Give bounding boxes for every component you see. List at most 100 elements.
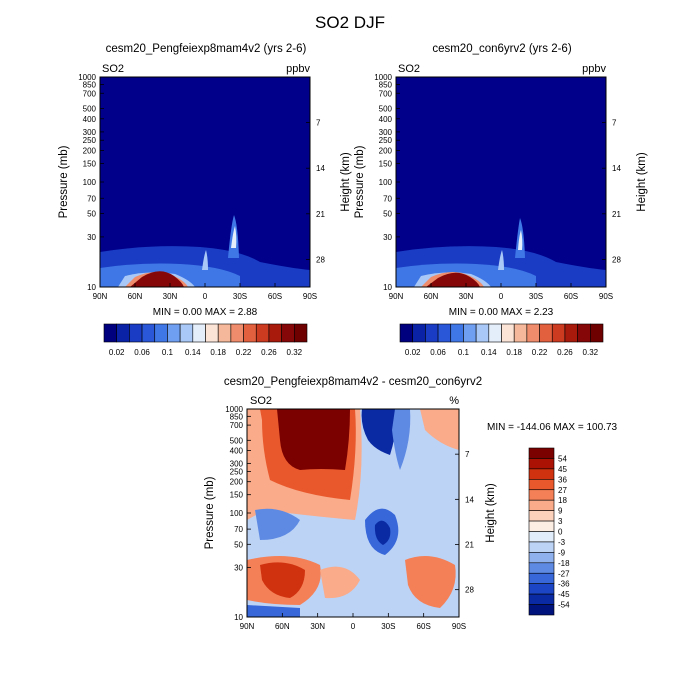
colorbar-swatch <box>528 489 555 501</box>
latitude-axis: 90N 60N 30N 0 30S 60S 90S <box>240 613 466 631</box>
pressure-tick-label: 50 <box>383 210 392 219</box>
colorbar-label: 0.02 <box>109 348 125 357</box>
height-tick-label: 28 <box>612 255 621 264</box>
colorbar-swatch <box>590 323 604 343</box>
colorbar-label: -36 <box>558 580 570 589</box>
colorbar-swatch <box>255 323 270 343</box>
colorbar-swatch <box>167 323 181 343</box>
colorbar-swatch <box>463 323 477 343</box>
colorbar-swatch <box>103 323 117 343</box>
height-tick-label: 21 <box>316 210 325 219</box>
colorbar-swatch <box>564 323 578 343</box>
stats-text: MIN = -144.06 MAX = 100.73 <box>487 422 618 433</box>
colorbar-swatch <box>577 323 591 343</box>
colorbar-label: -54 <box>558 601 570 610</box>
contour-fill <box>247 409 459 617</box>
pressure-tick-label: 200 <box>230 478 244 487</box>
colorbar-swatch <box>412 323 426 343</box>
latitude-tick-label: 60N <box>128 292 143 301</box>
species-label: SO2 <box>398 63 420 75</box>
contour-plot: 103050701001502002503004005007008501000 … <box>374 73 621 301</box>
colorbar-label: 0.1 <box>458 348 470 357</box>
stats-text: MIN = 0.00 MAX = 2.23 <box>449 307 554 318</box>
pressure-tick-label: 200 <box>379 146 393 155</box>
pressure-tick-label: 150 <box>379 160 393 169</box>
contour-warm-upper-core <box>277 409 350 470</box>
height-tick-label: 21 <box>465 540 474 549</box>
latitude-tick-label: 60S <box>564 292 578 301</box>
contour-plot: 103050701001502002503004005007008501000 … <box>78 73 325 301</box>
colorbar-swatch <box>230 323 244 343</box>
colorbar-label: 54 <box>558 454 567 463</box>
colorbar-label: 18 <box>558 496 567 505</box>
contour-blue-upper <box>361 409 396 455</box>
latitude-tick-label: 30N <box>459 292 474 301</box>
pressure-tick-label: 10 <box>383 283 392 292</box>
colorbar-swatch <box>425 323 439 343</box>
colorbar-swatch <box>243 323 257 343</box>
height-tick-label: 7 <box>316 119 321 128</box>
height-tick-label: 21 <box>612 210 621 219</box>
pressure-tick-label: 400 <box>230 446 244 455</box>
colorbar-swatch <box>399 323 413 343</box>
colorbar-swatch <box>475 323 490 343</box>
latitude-axis: 90N 60N 30N 0 30S 60S 90S <box>389 283 613 301</box>
latitude-tick-label: 90N <box>389 292 404 301</box>
height-axis: 28 21 14 7 <box>602 119 621 264</box>
pressure-tick-label: 700 <box>83 89 97 98</box>
colorbar-swatch <box>528 520 555 532</box>
latitude-tick-label: 30N <box>310 622 325 631</box>
pressure-tick-label: 700 <box>230 421 244 430</box>
colorbar-label: 0.22 <box>236 348 252 357</box>
y-axis-label: Pressure (mb) <box>204 476 216 549</box>
pressure-tick-label: 100 <box>83 178 97 187</box>
figure-title: SO2 DJF <box>315 13 385 32</box>
colorbar-label: 45 <box>558 465 567 474</box>
pressure-tick-label: 500 <box>230 436 244 445</box>
colorbar-label: 3 <box>558 517 563 526</box>
pressure-tick-label: 250 <box>379 136 393 145</box>
colorbar-label: 27 <box>558 486 567 495</box>
colorbar-label: 0.02 <box>405 348 421 357</box>
y-axis-label: Pressure (mb) <box>354 145 366 218</box>
colorbar-label: 0.32 <box>583 348 599 357</box>
pressure-tick-label: 700 <box>379 89 393 98</box>
colorbar-swatch <box>528 447 555 459</box>
colorbar-swatch <box>528 531 555 543</box>
latitude-tick-label: 90S <box>452 622 466 631</box>
colorbar-swatch <box>437 323 452 343</box>
contour-warm-lower-right <box>405 556 456 608</box>
colorbar-swatch <box>281 323 295 343</box>
latitude-tick-label: 30N <box>163 292 178 301</box>
latitude-tick-label: 60N <box>275 622 290 631</box>
colorbar-swatch <box>528 499 555 511</box>
contour-equator-spike <box>202 250 208 270</box>
species-label: SO2 <box>250 395 272 407</box>
latitude-tick-label: 30S <box>381 622 395 631</box>
colorbar-swatch <box>528 541 555 553</box>
colorbar-swatch <box>528 458 555 470</box>
colorbar-label: 0.18 <box>506 348 522 357</box>
contour-blue-upper-halo <box>392 409 411 470</box>
contour-blue-mid-core <box>374 520 391 545</box>
contour-level-hot <box>426 272 480 287</box>
pressure-tick-label: 50 <box>234 540 243 549</box>
pressure-tick-label: 100 <box>230 509 244 518</box>
pressure-tick-label: 1000 <box>374 73 392 82</box>
contour-fill <box>100 215 310 287</box>
colorbar: 0.02 0.06 0.1 0.14 0.18 0.22 0.26 0.32 <box>103 323 308 357</box>
pressure-tick-label: 10 <box>234 613 243 622</box>
latitude-tick-label: 90S <box>303 292 317 301</box>
pressure-tick-label: 300 <box>379 128 393 137</box>
panel-difference: cesm20_Pengfeiexp8mam4v2 - cesm20_con6yr… <box>204 376 618 631</box>
colorbar-swatch <box>205 323 219 343</box>
colorbar-swatch <box>501 323 515 343</box>
colorbar-swatch <box>154 323 168 343</box>
pressure-tick-label: 70 <box>383 194 392 203</box>
colorbar-label: 0.22 <box>532 348 548 357</box>
pressure-tick-label: 30 <box>87 233 96 242</box>
pressure-tick-label: 50 <box>87 210 96 219</box>
latitude-tick-label: 0 <box>499 292 504 301</box>
